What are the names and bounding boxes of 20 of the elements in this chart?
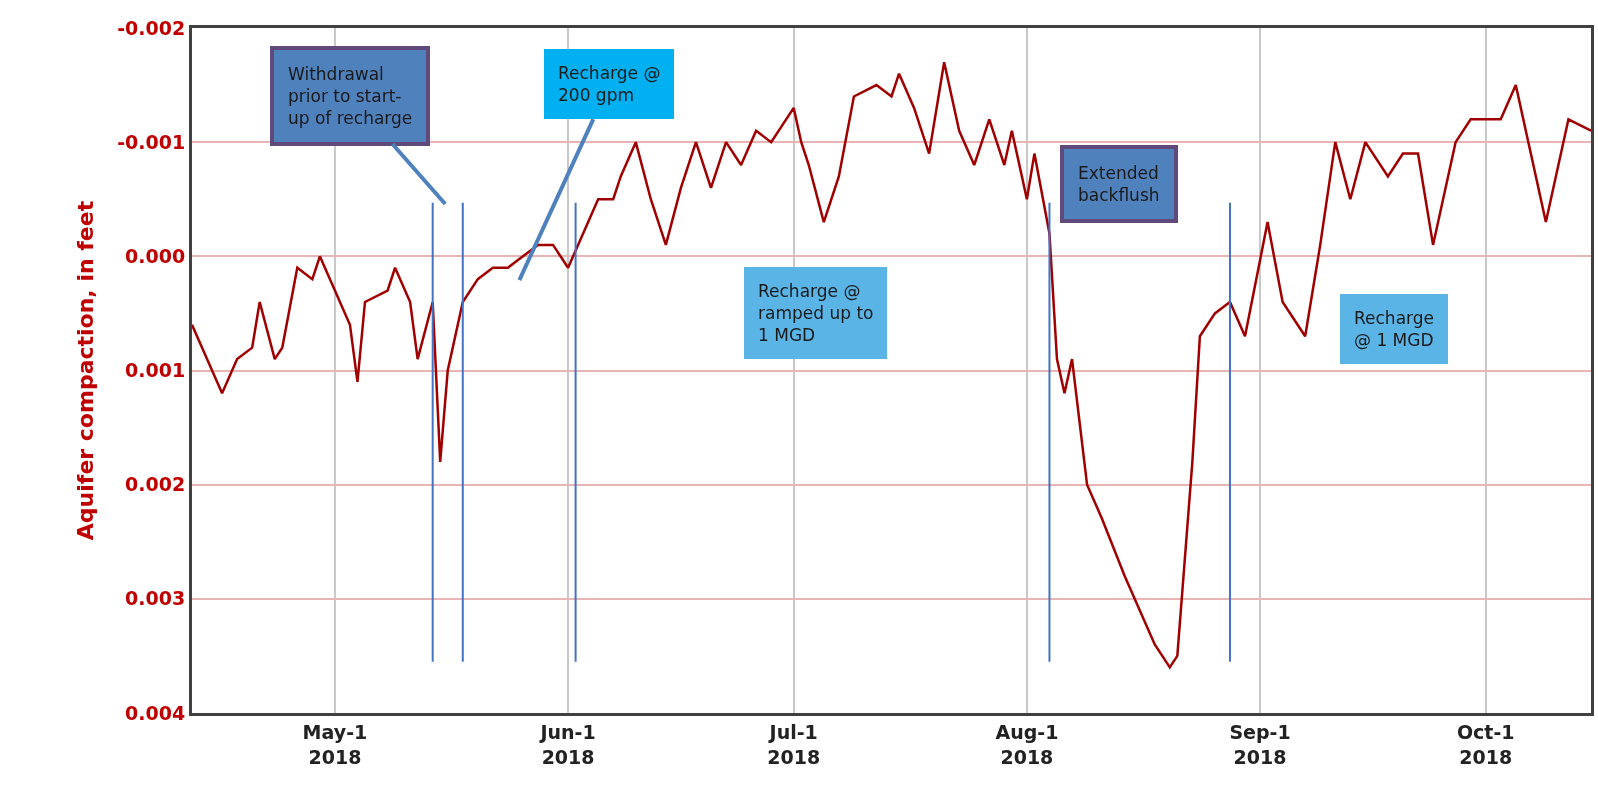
line-series (192, 61, 1591, 669)
x-tick-label: Sep-1 2018 (1229, 720, 1291, 768)
x-tick-label: May-1 2018 (302, 720, 368, 768)
x-tick-label: Jul-1 2018 (767, 720, 821, 768)
x-tick-label: Jun-1 2018 (538, 720, 596, 768)
y-tick-label: 0.002 (125, 473, 186, 496)
x-tick-label: Aug-1 2018 (995, 720, 1059, 768)
x-tick-label: Oct-1 2018 (1456, 720, 1515, 768)
annotation: Recharge @ 1 MGD (1354, 308, 1434, 351)
annotation: Withdrawal prior to start- up of recharge (288, 64, 413, 129)
annotation: Recharge @ ramped up to 1 MGD (758, 281, 874, 346)
y-tick-label: 0.000 (125, 244, 186, 267)
y-tick-label: 0.003 (125, 587, 186, 610)
y-tick-label: -0.001 (117, 130, 186, 153)
y-tick-label: 0.004 (125, 701, 186, 724)
y-tick-label: 0.001 (125, 359, 186, 382)
y-axis-title: Aquifer compaction, in feet (73, 200, 99, 541)
y-tick-label: -0.002 (117, 16, 186, 39)
annotation: Extended backflush (1078, 163, 1160, 206)
annotation: Recharge @ 200 gpm (558, 63, 661, 106)
